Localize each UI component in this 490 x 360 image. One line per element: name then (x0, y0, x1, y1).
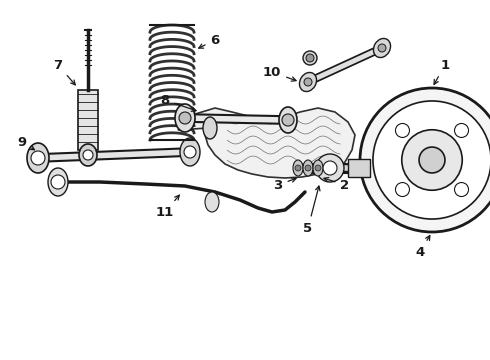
Circle shape (373, 101, 490, 219)
Circle shape (402, 130, 462, 190)
Ellipse shape (48, 168, 68, 196)
Text: 4: 4 (416, 235, 430, 258)
Ellipse shape (175, 104, 195, 132)
Text: 5: 5 (303, 186, 320, 234)
Bar (348, 159, 370, 177)
Ellipse shape (303, 160, 313, 176)
Ellipse shape (373, 39, 391, 58)
Ellipse shape (299, 72, 317, 91)
Ellipse shape (79, 144, 97, 166)
Circle shape (83, 150, 93, 160)
Ellipse shape (313, 160, 323, 176)
Circle shape (395, 183, 410, 197)
Ellipse shape (293, 160, 303, 176)
Ellipse shape (180, 138, 200, 166)
Circle shape (360, 88, 490, 232)
Circle shape (31, 151, 45, 165)
Circle shape (179, 112, 191, 124)
Text: 7: 7 (53, 59, 75, 85)
Circle shape (455, 123, 468, 138)
Circle shape (305, 165, 311, 171)
Circle shape (51, 175, 65, 189)
Ellipse shape (303, 51, 317, 65)
Circle shape (184, 146, 196, 158)
Bar (78, 90, 98, 150)
Circle shape (304, 78, 312, 86)
Circle shape (378, 44, 386, 52)
Polygon shape (178, 108, 355, 178)
Circle shape (316, 154, 344, 182)
Ellipse shape (203, 117, 217, 139)
Text: 2: 2 (324, 177, 349, 192)
Circle shape (419, 147, 445, 173)
Circle shape (295, 165, 301, 171)
Circle shape (306, 54, 314, 62)
Circle shape (315, 165, 321, 171)
Text: 10: 10 (263, 66, 296, 81)
Circle shape (282, 114, 294, 126)
Circle shape (395, 123, 410, 138)
Text: 6: 6 (199, 33, 220, 48)
Text: 8: 8 (160, 94, 196, 111)
Circle shape (323, 161, 337, 175)
Text: 1: 1 (434, 59, 449, 84)
Text: 9: 9 (18, 135, 34, 150)
Ellipse shape (279, 107, 297, 133)
Circle shape (455, 183, 468, 197)
Ellipse shape (27, 143, 49, 173)
Ellipse shape (205, 192, 219, 212)
Text: 3: 3 (273, 178, 296, 192)
Text: 11: 11 (156, 195, 179, 219)
